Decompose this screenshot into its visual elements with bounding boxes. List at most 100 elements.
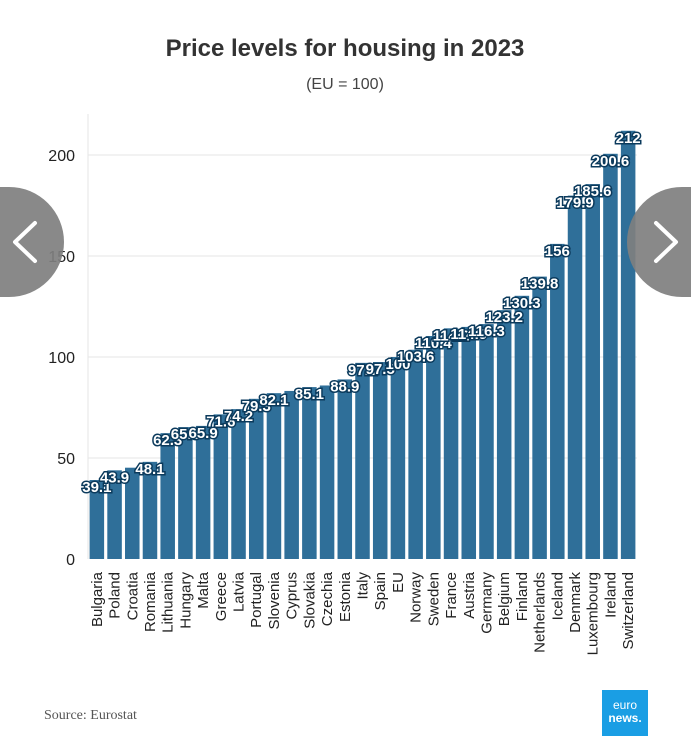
data-label: 43.9 (100, 469, 129, 486)
data-label: 79.3 (242, 398, 271, 415)
x-tick-label: Lithuania (160, 571, 177, 633)
x-tick-label: Bulgaria (89, 571, 106, 627)
source-note: Source: Eurostat (44, 708, 137, 723)
data-label: 82.1 (259, 392, 288, 409)
data-label: 62.3 (153, 432, 182, 449)
bar (319, 385, 335, 559)
bar (89, 480, 105, 559)
bar (479, 324, 494, 559)
chart-title: Price levels for housing in 2023 (166, 35, 525, 62)
bar (514, 295, 530, 559)
data-label: 123.2 (485, 309, 523, 326)
bar (302, 387, 317, 559)
data-label: 212 (616, 130, 641, 147)
x-tick-label: France (443, 572, 460, 619)
previous-button[interactable] (0, 187, 64, 297)
bar (125, 467, 140, 559)
logo-line-2: news. (608, 711, 642, 725)
bar (284, 390, 299, 559)
data-label: 65.3 (171, 426, 200, 443)
data-label: 97.5 (366, 361, 395, 378)
data-label: 179.9 (556, 195, 594, 212)
chevron-right-icon (654, 221, 678, 263)
bar (426, 335, 441, 559)
x-tick-label: Ireland (602, 572, 619, 618)
data-label: 110.4 (415, 335, 452, 352)
x-tick-label: Slovakia (301, 571, 318, 628)
x-tick-label: Czechia (319, 571, 336, 626)
x-tick-label: Spain (372, 572, 389, 610)
x-tick-label: Denmark (567, 572, 584, 633)
bar (461, 326, 477, 559)
x-tick-label: Norway (408, 572, 425, 623)
x-tick-label: Hungary (177, 572, 194, 629)
data-label: 130.3 (503, 295, 541, 312)
x-tick-label: Iceland (549, 572, 566, 620)
data-label: 48.1 (135, 461, 164, 478)
bar (408, 349, 423, 559)
bar (337, 379, 353, 559)
x-tick-label: EU (390, 572, 407, 593)
bar (496, 310, 512, 559)
x-tick-label: Switzerland (620, 572, 637, 650)
bar (390, 357, 406, 559)
x-tick-label: Belgium (496, 572, 513, 626)
bar (195, 425, 211, 559)
data-label: 97.1 (348, 362, 377, 379)
y-tick-label: 50 (57, 451, 75, 468)
bars (89, 130, 636, 560)
bar (550, 243, 565, 559)
y-tick-label: 0 (66, 552, 75, 569)
data-label: 116.3 (468, 323, 505, 340)
data-label: 88.9 (330, 378, 359, 395)
x-tick-label: Luxembourg (585, 572, 602, 655)
data-label: 114.2 (433, 327, 470, 344)
x-tick-label: Germany (478, 572, 495, 634)
bar (213, 414, 229, 559)
bar (532, 276, 547, 559)
data-label: 100 (385, 356, 410, 373)
bar (567, 195, 583, 560)
bar (603, 153, 618, 559)
euronews-logo[interactable]: euro news. (602, 690, 648, 736)
x-tick-label: Italy (355, 572, 372, 600)
data-label: 114.9 (450, 326, 487, 343)
data-label: 200.6 (592, 153, 630, 170)
bar (266, 393, 282, 559)
bar (160, 433, 175, 559)
x-tick-label: Slovenia (266, 571, 283, 629)
data-label: 139.8 (521, 276, 559, 293)
bar (355, 362, 370, 559)
data-label: 156 (545, 243, 570, 260)
data-label: 185.6 (574, 183, 612, 200)
x-tick-label: Malta (195, 571, 212, 608)
x-tick-label: Croatia (124, 571, 141, 620)
x-tick-label: Netherlands (532, 572, 549, 653)
data-label: 74.2 (224, 408, 253, 425)
bar (585, 184, 600, 559)
next-button[interactable] (627, 187, 691, 297)
bar-chart: Price levels for housing in 2023 (EU = 1… (48, 35, 642, 655)
bar (107, 470, 122, 559)
y-tick-label: 100 (48, 350, 75, 367)
bar (443, 328, 459, 559)
x-tick-label: Romania (142, 571, 159, 632)
data-label: 103.6 (397, 349, 435, 366)
data-label: 65.9 (189, 425, 218, 442)
x-axis: Bulgaria Poland Croatia Romania Lithuania Hun… (89, 571, 637, 655)
x-tick-label: Greece (213, 572, 230, 621)
x-tick-label: Cyprus (284, 572, 301, 620)
bar (248, 398, 264, 559)
bar (142, 461, 158, 559)
x-tick-label: Poland (107, 572, 124, 619)
data-label: 85.1 (295, 386, 324, 403)
data-labels: 39.143.9 48.1 62.365.365.971.674.279.382.1… (81, 128, 642, 497)
chart-subtitle: (EU = 100) (306, 76, 384, 93)
x-tick-label: Estonia (337, 571, 354, 622)
bar (178, 427, 193, 559)
y-tick-label: 200 (48, 148, 75, 165)
data-label: 71.6 (206, 413, 235, 430)
data-label: 39.1 (82, 479, 111, 496)
bar (372, 362, 388, 559)
x-tick-label: Austria (461, 571, 478, 618)
